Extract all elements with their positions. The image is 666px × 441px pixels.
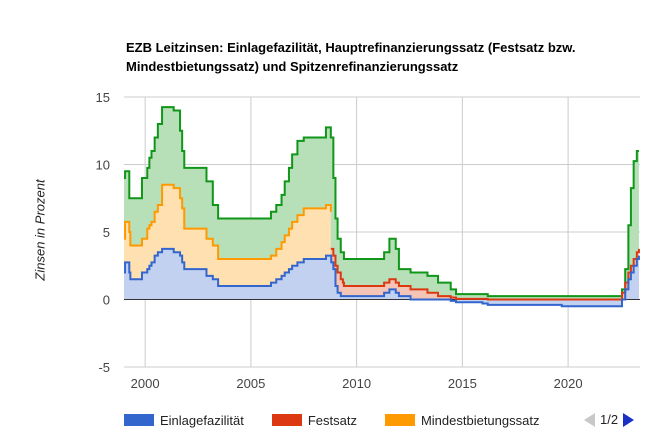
legend-label: Mindestbietungssatz — [420, 412, 540, 428]
x-tick-label: 2010 — [342, 376, 371, 391]
legend: Einlagefazilität Festsatz Mindestbietung… — [124, 410, 567, 430]
x-tick-label: 2000 — [131, 376, 160, 391]
line-einlagefazilitaet — [124, 247, 640, 308]
line-festsatz — [330, 247, 640, 301]
legend-label: Festsatz — [307, 412, 357, 428]
fill-layer — [124, 107, 640, 307]
legend-swatch — [271, 414, 302, 426]
legend-pager: 1/2 — [584, 412, 635, 427]
area-einlagefazilitaet — [124, 248, 639, 307]
legend-item-festsatz[interactable]: Festsatz — [271, 412, 357, 428]
legend-item-mindestbietungssatz[interactable]: Mindestbietungssatz — [384, 412, 540, 428]
legend-item-einlagefazilitaet[interactable]: Einlagefazilität — [124, 413, 244, 428]
legend-prev-icon[interactable] — [584, 412, 595, 427]
y-tick-label: -5 — [98, 360, 110, 375]
chart-title: EZB Leitzinsen: Einlagefazilität, Hauptr… — [126, 40, 576, 74]
y-tick-label: 15 — [96, 90, 110, 105]
x-tick-label: 2020 — [554, 376, 583, 391]
line-spitzenrefinanzierungssatz — [124, 106, 639, 298]
y-tick-label: 5 — [103, 225, 110, 240]
line-mindestbietungssatz — [124, 183, 332, 260]
legend-label: Einlagefazilität — [160, 412, 244, 428]
line-layer — [124, 106, 640, 308]
y-tick-label: 10 — [96, 158, 110, 173]
x-tick-label: 2015 — [448, 376, 477, 391]
legend-swatch — [124, 414, 154, 426]
legend-swatch — [384, 414, 415, 426]
legend-next-icon[interactable] — [623, 412, 635, 427]
legend-page-indicator: 1/2 — [600, 412, 619, 427]
y-tick-label: 0 — [103, 293, 110, 308]
tick-layer: 15 10 5 0 -5 2000 2005 2010 2015 2020 — [96, 90, 583, 391]
area-spitzenrefinanzierungssatz — [124, 107, 639, 300]
x-tick-label: 2005 — [236, 376, 265, 391]
